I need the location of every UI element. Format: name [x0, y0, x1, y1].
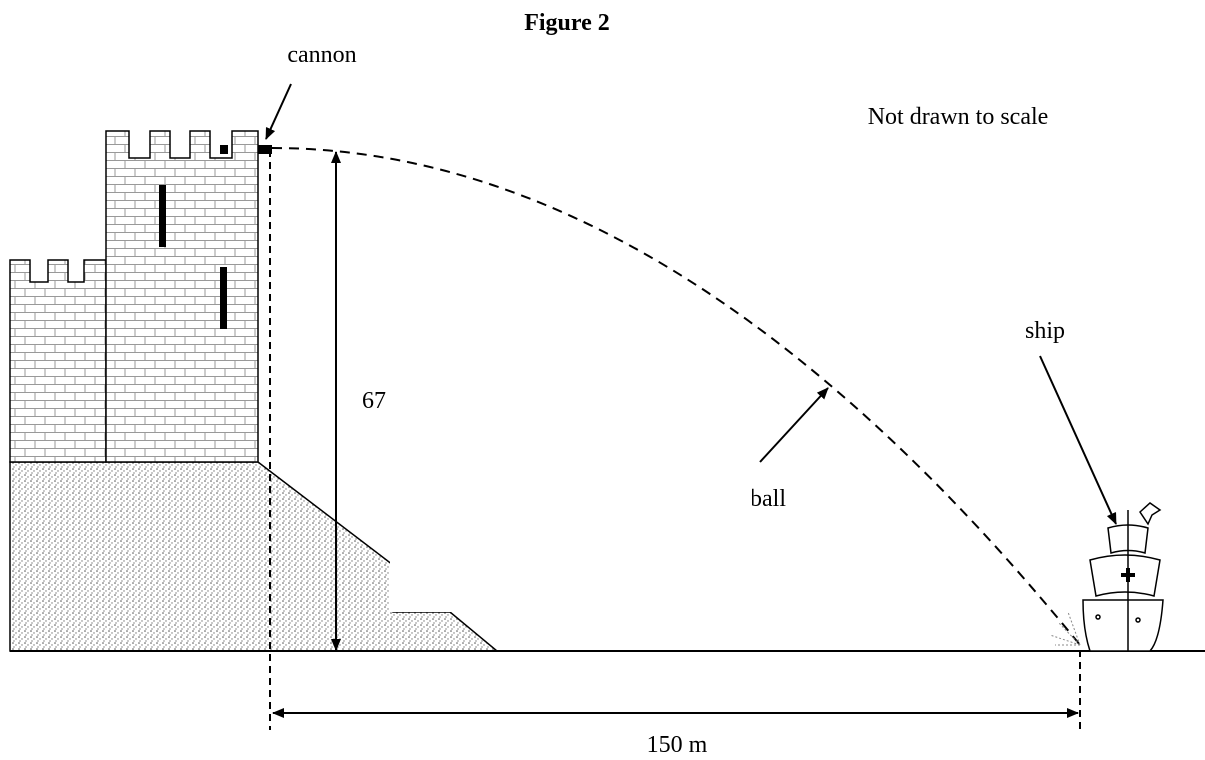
ball-arrow: [760, 388, 828, 462]
diagram: Figure 2 67 m 150 m ball cannon Not draw…: [0, 0, 1205, 760]
cannon-label: cannon: [287, 42, 356, 68]
ship-arrow: [1040, 356, 1116, 524]
tall-tower: [106, 131, 258, 462]
ball-label: ball: [750, 486, 786, 512]
window: [159, 185, 166, 247]
occlusion: [390, 380, 752, 612]
note: Not drawn to scale: [868, 104, 1049, 130]
window: [220, 267, 227, 329]
ship-label: ship: [1025, 318, 1065, 344]
cannon-arrow: [266, 84, 291, 139]
distance-label: 150 m: [647, 732, 708, 758]
figure-title: Figure 2: [524, 10, 610, 36]
small-tower: [10, 260, 106, 462]
block: [220, 145, 228, 154]
